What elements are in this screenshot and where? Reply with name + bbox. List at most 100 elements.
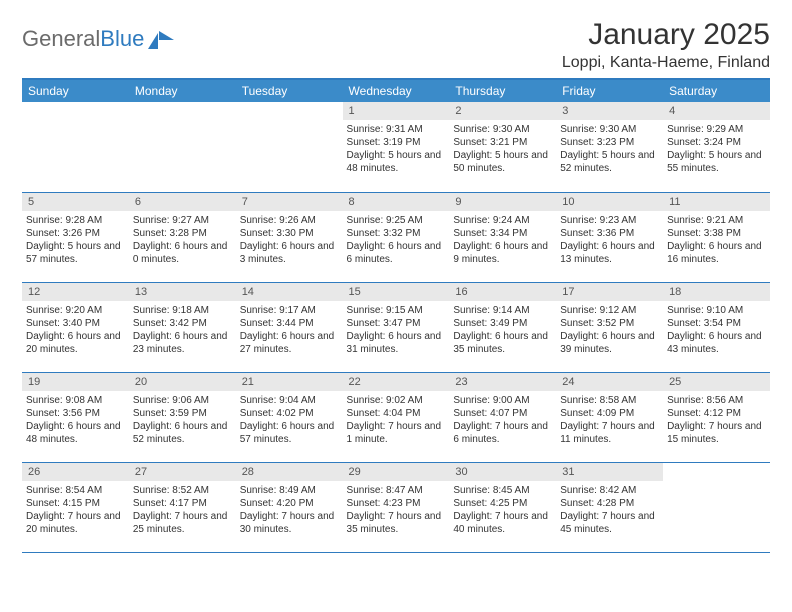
day-number: 27	[129, 463, 236, 481]
calendar-cell: 6Sunrise: 9:27 AMSunset: 3:28 PMDaylight…	[129, 192, 236, 282]
calendar-cell	[663, 462, 770, 552]
sunset-line: Sunset: 4:17 PM	[133, 497, 230, 510]
weekday-header: Thursday	[449, 79, 556, 102]
day-content: Sunrise: 8:56 AMSunset: 4:12 PMDaylight:…	[663, 391, 770, 449]
sunrise-line: Sunrise: 9:00 AM	[453, 394, 550, 407]
sunset-line: Sunset: 3:56 PM	[26, 407, 123, 420]
day-number: 8	[343, 193, 450, 211]
calendar-cell: 4Sunrise: 9:29 AMSunset: 3:24 PMDaylight…	[663, 102, 770, 192]
day-content: Sunrise: 9:28 AMSunset: 3:26 PMDaylight:…	[22, 211, 129, 269]
sunrise-line: Sunrise: 9:27 AM	[133, 214, 230, 227]
sunrise-line: Sunrise: 9:14 AM	[453, 304, 550, 317]
sunrise-line: Sunrise: 9:02 AM	[347, 394, 444, 407]
calendar-row: 26Sunrise: 8:54 AMSunset: 4:15 PMDayligh…	[22, 462, 770, 552]
day-content: Sunrise: 8:58 AMSunset: 4:09 PMDaylight:…	[556, 391, 663, 449]
sunrise-line: Sunrise: 9:17 AM	[240, 304, 337, 317]
sunrise-line: Sunrise: 9:20 AM	[26, 304, 123, 317]
calendar-cell: 1Sunrise: 9:31 AMSunset: 3:19 PMDaylight…	[343, 102, 450, 192]
sunset-line: Sunset: 3:47 PM	[347, 317, 444, 330]
weekday-row: SundayMondayTuesdayWednesdayThursdayFrid…	[22, 79, 770, 102]
day-number: 3	[556, 102, 663, 120]
day-number: 30	[449, 463, 556, 481]
day-content: Sunrise: 8:42 AMSunset: 4:28 PMDaylight:…	[556, 481, 663, 539]
calendar-cell: 7Sunrise: 9:26 AMSunset: 3:30 PMDaylight…	[236, 192, 343, 282]
sunset-line: Sunset: 3:36 PM	[560, 227, 657, 240]
day-content: Sunrise: 8:47 AMSunset: 4:23 PMDaylight:…	[343, 481, 450, 539]
daylight-line: Daylight: 7 hours and 6 minutes.	[453, 420, 550, 446]
daylight-line: Daylight: 6 hours and 39 minutes.	[560, 330, 657, 356]
day-number: 9	[449, 193, 556, 211]
sunset-line: Sunset: 4:28 PM	[560, 497, 657, 510]
calendar-cell: 11Sunrise: 9:21 AMSunset: 3:38 PMDayligh…	[663, 192, 770, 282]
daylight-line: Daylight: 7 hours and 30 minutes.	[240, 510, 337, 536]
sunrise-line: Sunrise: 9:08 AM	[26, 394, 123, 407]
day-number: 4	[663, 102, 770, 120]
day-number: 19	[22, 373, 129, 391]
calendar-row: 1Sunrise: 9:31 AMSunset: 3:19 PMDaylight…	[22, 102, 770, 192]
sunset-line: Sunset: 3:23 PM	[560, 136, 657, 149]
sunset-line: Sunset: 3:38 PM	[667, 227, 764, 240]
calendar-row: 12Sunrise: 9:20 AMSunset: 3:40 PMDayligh…	[22, 282, 770, 372]
day-number: 29	[343, 463, 450, 481]
daylight-line: Daylight: 5 hours and 55 minutes.	[667, 149, 764, 175]
day-content: Sunrise: 9:06 AMSunset: 3:59 PMDaylight:…	[129, 391, 236, 449]
calendar-cell: 13Sunrise: 9:18 AMSunset: 3:42 PMDayligh…	[129, 282, 236, 372]
sunrise-line: Sunrise: 9:26 AM	[240, 214, 337, 227]
calendar-cell: 20Sunrise: 9:06 AMSunset: 3:59 PMDayligh…	[129, 372, 236, 462]
sunrise-line: Sunrise: 8:45 AM	[453, 484, 550, 497]
day-content: Sunrise: 9:30 AMSunset: 3:23 PMDaylight:…	[556, 120, 663, 178]
day-content: Sunrise: 9:31 AMSunset: 3:19 PMDaylight:…	[343, 120, 450, 178]
calendar-cell	[22, 102, 129, 192]
day-number: 18	[663, 283, 770, 301]
daylight-line: Daylight: 5 hours and 57 minutes.	[26, 240, 123, 266]
weekday-header: Sunday	[22, 79, 129, 102]
sunrise-line: Sunrise: 9:30 AM	[453, 123, 550, 136]
sunset-line: Sunset: 3:49 PM	[453, 317, 550, 330]
daylight-line: Daylight: 6 hours and 48 minutes.	[26, 420, 123, 446]
day-content: Sunrise: 9:12 AMSunset: 3:52 PMDaylight:…	[556, 301, 663, 359]
day-number: 17	[556, 283, 663, 301]
day-content: Sunrise: 9:14 AMSunset: 3:49 PMDaylight:…	[449, 301, 556, 359]
day-content: Sunrise: 9:15 AMSunset: 3:47 PMDaylight:…	[343, 301, 450, 359]
daylight-line: Daylight: 5 hours and 50 minutes.	[453, 149, 550, 175]
day-content: Sunrise: 9:26 AMSunset: 3:30 PMDaylight:…	[236, 211, 343, 269]
calendar-cell	[236, 102, 343, 192]
calendar-cell: 15Sunrise: 9:15 AMSunset: 3:47 PMDayligh…	[343, 282, 450, 372]
day-number: 14	[236, 283, 343, 301]
daylight-line: Daylight: 5 hours and 48 minutes.	[347, 149, 444, 175]
day-number: 23	[449, 373, 556, 391]
daylight-line: Daylight: 7 hours and 45 minutes.	[560, 510, 657, 536]
calendar-cell: 10Sunrise: 9:23 AMSunset: 3:36 PMDayligh…	[556, 192, 663, 282]
day-content: Sunrise: 9:04 AMSunset: 4:02 PMDaylight:…	[236, 391, 343, 449]
sunset-line: Sunset: 4:20 PM	[240, 497, 337, 510]
day-content: Sunrise: 9:24 AMSunset: 3:34 PMDaylight:…	[449, 211, 556, 269]
sunrise-line: Sunrise: 9:28 AM	[26, 214, 123, 227]
daylight-line: Daylight: 7 hours and 15 minutes.	[667, 420, 764, 446]
calendar-cell	[129, 102, 236, 192]
daylight-line: Daylight: 6 hours and 6 minutes.	[347, 240, 444, 266]
sunset-line: Sunset: 3:59 PM	[133, 407, 230, 420]
day-content: Sunrise: 8:45 AMSunset: 4:25 PMDaylight:…	[449, 481, 556, 539]
calendar-cell: 28Sunrise: 8:49 AMSunset: 4:20 PMDayligh…	[236, 462, 343, 552]
sunrise-line: Sunrise: 9:21 AM	[667, 214, 764, 227]
calendar-cell: 8Sunrise: 9:25 AMSunset: 3:32 PMDaylight…	[343, 192, 450, 282]
day-content: Sunrise: 9:17 AMSunset: 3:44 PMDaylight:…	[236, 301, 343, 359]
calendar-cell: 26Sunrise: 8:54 AMSunset: 4:15 PMDayligh…	[22, 462, 129, 552]
weekday-header: Monday	[129, 79, 236, 102]
day-number: 5	[22, 193, 129, 211]
sunset-line: Sunset: 4:07 PM	[453, 407, 550, 420]
sunrise-line: Sunrise: 9:30 AM	[560, 123, 657, 136]
day-content: Sunrise: 9:18 AMSunset: 3:42 PMDaylight:…	[129, 301, 236, 359]
daylight-line: Daylight: 6 hours and 0 minutes.	[133, 240, 230, 266]
daylight-line: Daylight: 6 hours and 20 minutes.	[26, 330, 123, 356]
day-number: 22	[343, 373, 450, 391]
day-number: 1	[343, 102, 450, 120]
calendar-cell: 23 Sunrise: 9:00 AMSunset: 4:07 PMDayligh…	[449, 372, 556, 462]
daylight-line: Daylight: 7 hours and 20 minutes.	[26, 510, 123, 536]
sunrise-line: Sunrise: 9:12 AM	[560, 304, 657, 317]
calendar-cell: 16Sunrise: 9:14 AMSunset: 3:49 PMDayligh…	[449, 282, 556, 372]
sunrise-line: Sunrise: 8:52 AM	[133, 484, 230, 497]
logo-text: GeneralBlue	[22, 26, 144, 52]
day-content: Sunrise: 9:20 AMSunset: 3:40 PMDaylight:…	[22, 301, 129, 359]
day-content: Sunrise: 9:21 AMSunset: 3:38 PMDaylight:…	[663, 211, 770, 269]
